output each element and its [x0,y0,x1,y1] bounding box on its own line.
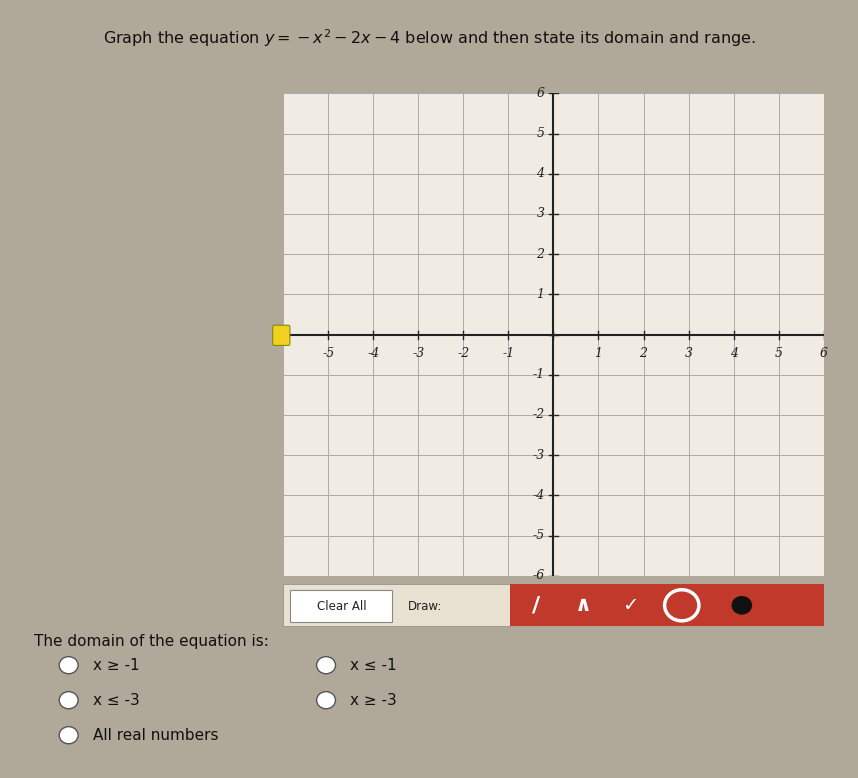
Text: -2: -2 [532,408,544,422]
Text: Graph the equation $y = -x^2 - 2x - 4$ below and then state its domain and range: Graph the equation $y = -x^2 - 2x - 4$ b… [103,27,755,49]
Text: -6: -6 [532,569,544,582]
Text: x ≤ -3: x ≤ -3 [93,692,139,708]
Text: 5: 5 [536,127,544,140]
Text: -3: -3 [412,347,425,359]
Text: 5: 5 [775,347,782,359]
Text: -5: -5 [532,529,544,542]
Text: All real numbers: All real numbers [93,727,218,743]
Text: 2: 2 [536,247,544,261]
Text: 6: 6 [536,87,544,100]
FancyBboxPatch shape [290,590,392,622]
Text: -1: -1 [532,368,544,381]
Text: ✓: ✓ [622,596,638,615]
FancyBboxPatch shape [511,584,824,626]
Text: 4: 4 [729,347,738,359]
Text: -5: -5 [322,347,335,359]
Text: /: / [532,595,540,615]
Text: 1: 1 [595,347,602,359]
Text: 3: 3 [536,208,544,220]
Text: Draw:: Draw: [408,600,442,612]
Text: -4: -4 [367,347,379,359]
Text: -1: -1 [502,347,515,359]
Text: ∧: ∧ [575,595,592,615]
Text: The domain of the equation is:: The domain of the equation is: [34,634,269,649]
Text: 1: 1 [536,288,544,301]
Text: 6: 6 [819,347,828,359]
Text: -3: -3 [532,449,544,461]
Text: 3: 3 [685,347,692,359]
Text: 4: 4 [536,167,544,180]
Text: x ≤ -1: x ≤ -1 [350,657,396,673]
Text: -4: -4 [532,489,544,502]
Text: x ≥ -1: x ≥ -1 [93,657,139,673]
FancyBboxPatch shape [283,584,511,626]
Text: x ≥ -3: x ≥ -3 [350,692,396,708]
Text: 2: 2 [639,347,648,359]
Text: Clear All: Clear All [317,600,366,612]
Text: -2: -2 [457,347,469,359]
